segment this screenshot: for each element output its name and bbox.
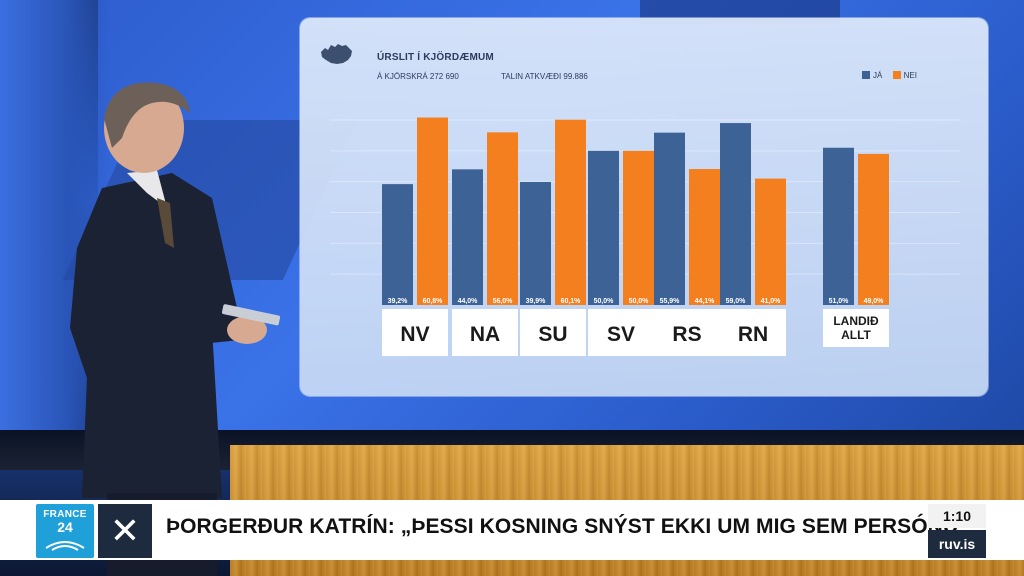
category-box-4 — [654, 309, 720, 356]
category-label-4: RS — [672, 323, 701, 346]
data-label-ja-1: 44,0% — [458, 298, 479, 305]
data-label-ja-0: 39,2% — [388, 298, 409, 305]
chart-subtitle-registered: Á KJÖRSKRÁ 272 690 — [377, 72, 459, 81]
bar-nei-1 — [487, 132, 518, 305]
legend-label-ja: JÁ — [873, 71, 883, 80]
legend-swatch-ja — [862, 71, 870, 79]
bar-ja-4 — [654, 132, 685, 305]
bar-ja-1 — [452, 169, 483, 305]
data-label-nei-5: 41,0% — [761, 298, 782, 305]
bar-nei-2 — [555, 119, 586, 305]
category-box-5 — [720, 309, 786, 356]
data-label-nei-1: 56,0% — [493, 298, 514, 305]
category-box-1 — [452, 309, 518, 356]
category-label-2: SU — [538, 323, 567, 346]
category-label-3: SV — [607, 323, 635, 346]
data-label-ja-4: 55,9% — [660, 298, 681, 305]
bar-ja-3 — [588, 150, 619, 305]
category-label-6-0: LANDIÐ — [833, 314, 879, 328]
bar-ja-6 — [823, 147, 854, 305]
bar-nei-5 — [755, 178, 786, 305]
data-label-ja-6: 51,0% — [829, 298, 850, 305]
bar-nei-3 — [623, 150, 654, 305]
data-label-nei-4: 44,1% — [695, 298, 716, 305]
category-label-5: RN — [738, 323, 768, 346]
category-box-6 — [823, 309, 889, 347]
data-label-nei-3: 50,0% — [629, 298, 650, 305]
channel-logo-number: 24 — [57, 519, 73, 535]
bar-nei-6 — [858, 153, 889, 305]
data-label-nei-2: 60,1% — [561, 298, 582, 305]
channel-logo-name: FRANCE — [43, 509, 87, 520]
ticker-time: 1:10 — [928, 504, 986, 528]
data-label-ja-5: 59,0% — [726, 298, 747, 305]
bar-ja-2 — [520, 181, 551, 305]
data-label-nei-0: 60,8% — [423, 298, 444, 305]
category-label-6-1: ALLT — [841, 328, 871, 342]
legend-label-nei: NEI — [903, 71, 917, 80]
chart-title: ÚRSLIT Í KJÖRDÆMUM — [377, 52, 494, 63]
bar-ja-5 — [720, 123, 751, 305]
category-box-0 — [382, 309, 448, 356]
data-label-ja-2: 39,9% — [526, 298, 547, 305]
lower-third-bar — [0, 500, 1024, 560]
broadcaster-site: ruv.is — [928, 530, 986, 558]
ticker-headline: ÞORGERÐUR KATRÍN: „ÞESSI KOSNING SNÝST E… — [166, 515, 969, 538]
category-label-0: NV — [400, 323, 429, 346]
bar-nei-0 — [417, 117, 448, 306]
bar-ja-0 — [382, 184, 413, 305]
close-icon: ✕ — [98, 504, 152, 558]
category-box-2 — [520, 309, 586, 356]
bar-nei-4 — [689, 169, 720, 305]
chart-legend: JÁ NEI — [862, 71, 925, 80]
category-label-1: NA — [470, 323, 500, 346]
channel-logo: FRANCE 24 — [36, 504, 94, 558]
chart-subtitle-counted: TALIN ATKVÆÐI 99.886 — [501, 72, 588, 81]
category-box-3 — [588, 309, 654, 356]
data-label-ja-3: 50,0% — [594, 298, 615, 305]
channel-logo-waves-icon — [45, 541, 85, 551]
legend-swatch-nei — [892, 71, 901, 79]
data-label-nei-6: 49,0% — [864, 298, 885, 305]
iceland-map-icon — [321, 44, 352, 64]
